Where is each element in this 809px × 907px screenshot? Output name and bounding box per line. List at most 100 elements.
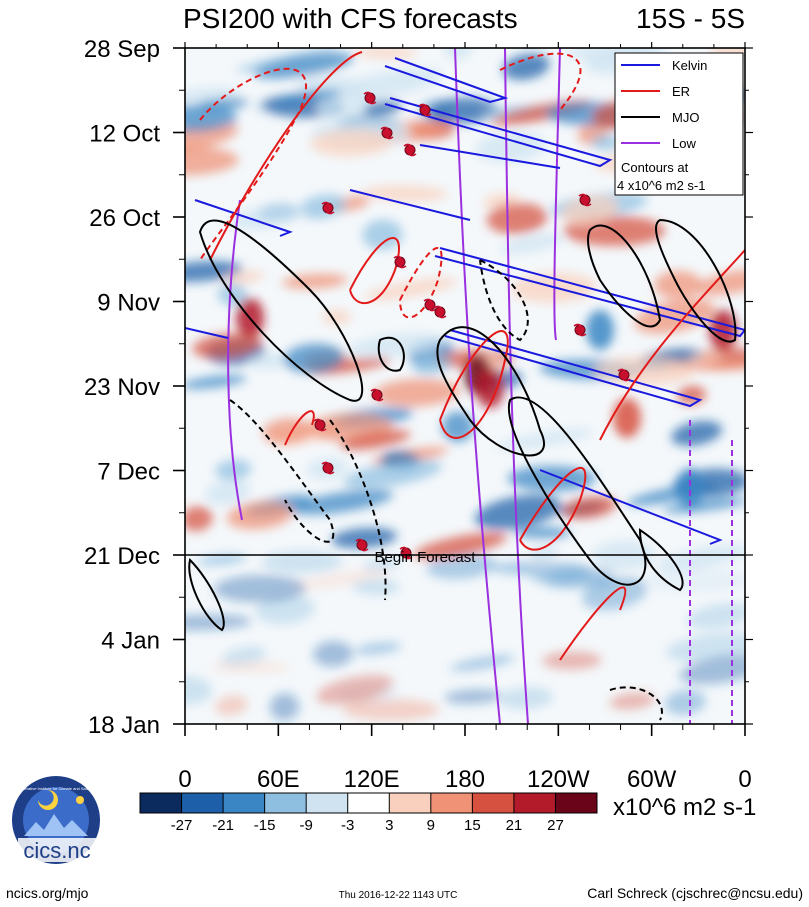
- tropical-cyclone-icon: [313, 418, 327, 432]
- anomaly-blob: [343, 459, 442, 489]
- contour-line: [504, 48, 529, 724]
- colorbar-label: -15: [254, 817, 276, 834]
- contour-line: [539, 469, 723, 545]
- colorbar-swatch: [513, 793, 556, 813]
- anomaly-blob: [211, 661, 291, 673]
- anomaly-blob: [185, 123, 239, 154]
- anomaly-blob: [340, 429, 411, 451]
- anomaly-blob: [316, 674, 394, 705]
- colorbar-label: -21: [212, 817, 234, 834]
- anomaly-blob: [679, 655, 745, 685]
- x-tick-label: 0: [738, 766, 751, 793]
- y-tick-label: 12 Oct: [89, 121, 160, 148]
- anomaly-blob: [450, 655, 515, 672]
- colorbar-swatch: [140, 793, 183, 813]
- wave-filter-contours: [185, 48, 745, 724]
- anomaly-blob: [363, 101, 402, 116]
- contour-line: [329, 419, 387, 601]
- contour-line: [399, 247, 443, 319]
- forecast-start-label: Begin Forecast: [375, 549, 477, 566]
- legend-note-line2: 4 x10^6 m2 s-1: [617, 178, 705, 193]
- anomaly-blob: [310, 129, 393, 157]
- anomaly-blob: [197, 554, 248, 566]
- contour-line: [559, 586, 627, 661]
- tropical-cyclone-icon: [418, 103, 432, 117]
- anomaly-blob: [316, 92, 396, 124]
- storm-tracks: [313, 91, 631, 560]
- contour-line: [436, 326, 545, 457]
- y-tick-label: 26 Oct: [89, 205, 160, 232]
- colorbar-label: -9: [300, 817, 313, 834]
- contour-line: [587, 224, 662, 328]
- anomaly-blob: [363, 185, 448, 202]
- y-tick-label: 18 Jan: [88, 712, 160, 739]
- colorbar: -27 -21 -15 -9 -3 3 9 15 21 27: [139, 792, 598, 834]
- anomaly-blob: [671, 420, 723, 446]
- anomaly-blob: [283, 343, 344, 374]
- anomaly-blob: [185, 375, 247, 389]
- contour-line: [439, 330, 509, 439]
- colorbar-label: -27: [171, 817, 193, 834]
- legend: Kelvin ER MJO Low Contours at 4 x10^6 m2 s-…: [614, 52, 744, 196]
- x-tick-label: 60E: [257, 766, 300, 793]
- anomaly-core: [476, 368, 504, 408]
- tropical-cyclone-icon: [578, 193, 592, 207]
- anomaly-blob: [591, 134, 621, 151]
- logo-text: cics.nc: [23, 838, 90, 863]
- colorbar-swatch: [306, 793, 349, 813]
- logo-landscape-icon: [24, 814, 88, 836]
- x-tick-label: 120E: [344, 766, 400, 793]
- contour-line: [384, 97, 613, 168]
- anomaly-core: [709, 310, 737, 350]
- contour-line: [349, 189, 471, 221]
- anomaly-blob: [507, 465, 596, 492]
- anomaly-blob: [426, 97, 498, 124]
- legend-label: ER: [672, 84, 690, 99]
- footer-site: ncics.org/mjo: [6, 885, 89, 901]
- anomaly-core: [613, 398, 641, 438]
- y-tick-label: 28 Sep: [84, 36, 160, 63]
- anomaly-blob: [292, 569, 390, 589]
- tropical-cyclone-icon: [321, 461, 335, 475]
- legend-label: Low: [672, 136, 696, 151]
- anomaly-blob: [185, 676, 212, 705]
- anomaly-blob: [490, 560, 592, 577]
- anomaly-blob: [185, 506, 213, 532]
- y-tick-label: 9 Nov: [97, 290, 160, 317]
- anomaly-blob: [486, 202, 548, 235]
- tropical-cyclone-icon: [393, 255, 407, 269]
- anomaly-blob: [426, 553, 496, 580]
- legend-note-line1: Contours at: [621, 160, 689, 175]
- chart-region: 15S - 5S: [636, 3, 745, 34]
- anomaly-blob: [444, 689, 502, 704]
- contour-line: [599, 249, 745, 441]
- anomaly-blob: [373, 378, 460, 407]
- anomaly-blob: [686, 602, 745, 630]
- anomaly-blob: [185, 105, 238, 133]
- y-tick-label: 23 Nov: [84, 374, 160, 401]
- x-tick-label: 60W: [627, 766, 677, 793]
- footer-timestamp: Thu 2016-12-22 1143 UTC: [339, 890, 458, 901]
- legend-label: Kelvin: [672, 58, 707, 73]
- contour-line: [419, 144, 561, 169]
- anomaly-blob: [229, 204, 307, 230]
- logo-ring-text: Cooperative Institute for Climate and Sa…: [15, 786, 97, 791]
- anomaly-blob: [355, 48, 418, 59]
- anomaly-blob: [185, 146, 239, 176]
- colorbar-label: -3: [341, 817, 354, 834]
- contour-line: [194, 199, 293, 237]
- contour-line: [384, 57, 509, 104]
- contour-line: [198, 219, 364, 402]
- anomaly-core: [676, 468, 704, 508]
- x-tick-label: 120W: [527, 766, 590, 793]
- y-tick-label: 7 Dec: [97, 459, 160, 486]
- x-axis: 0 60E 120E 180 120W 60W 0: [178, 42, 752, 793]
- colorbar-label: 21: [506, 817, 523, 834]
- cics-logo: Cooperative Institute for Climate and Sa…: [12, 776, 100, 864]
- tropical-cyclone-icon: [363, 91, 377, 105]
- logo-moon-icon: [38, 790, 58, 810]
- colorbar-swatch: [555, 793, 598, 813]
- legend-box: [614, 52, 744, 196]
- anomaly-blob: [542, 651, 602, 670]
